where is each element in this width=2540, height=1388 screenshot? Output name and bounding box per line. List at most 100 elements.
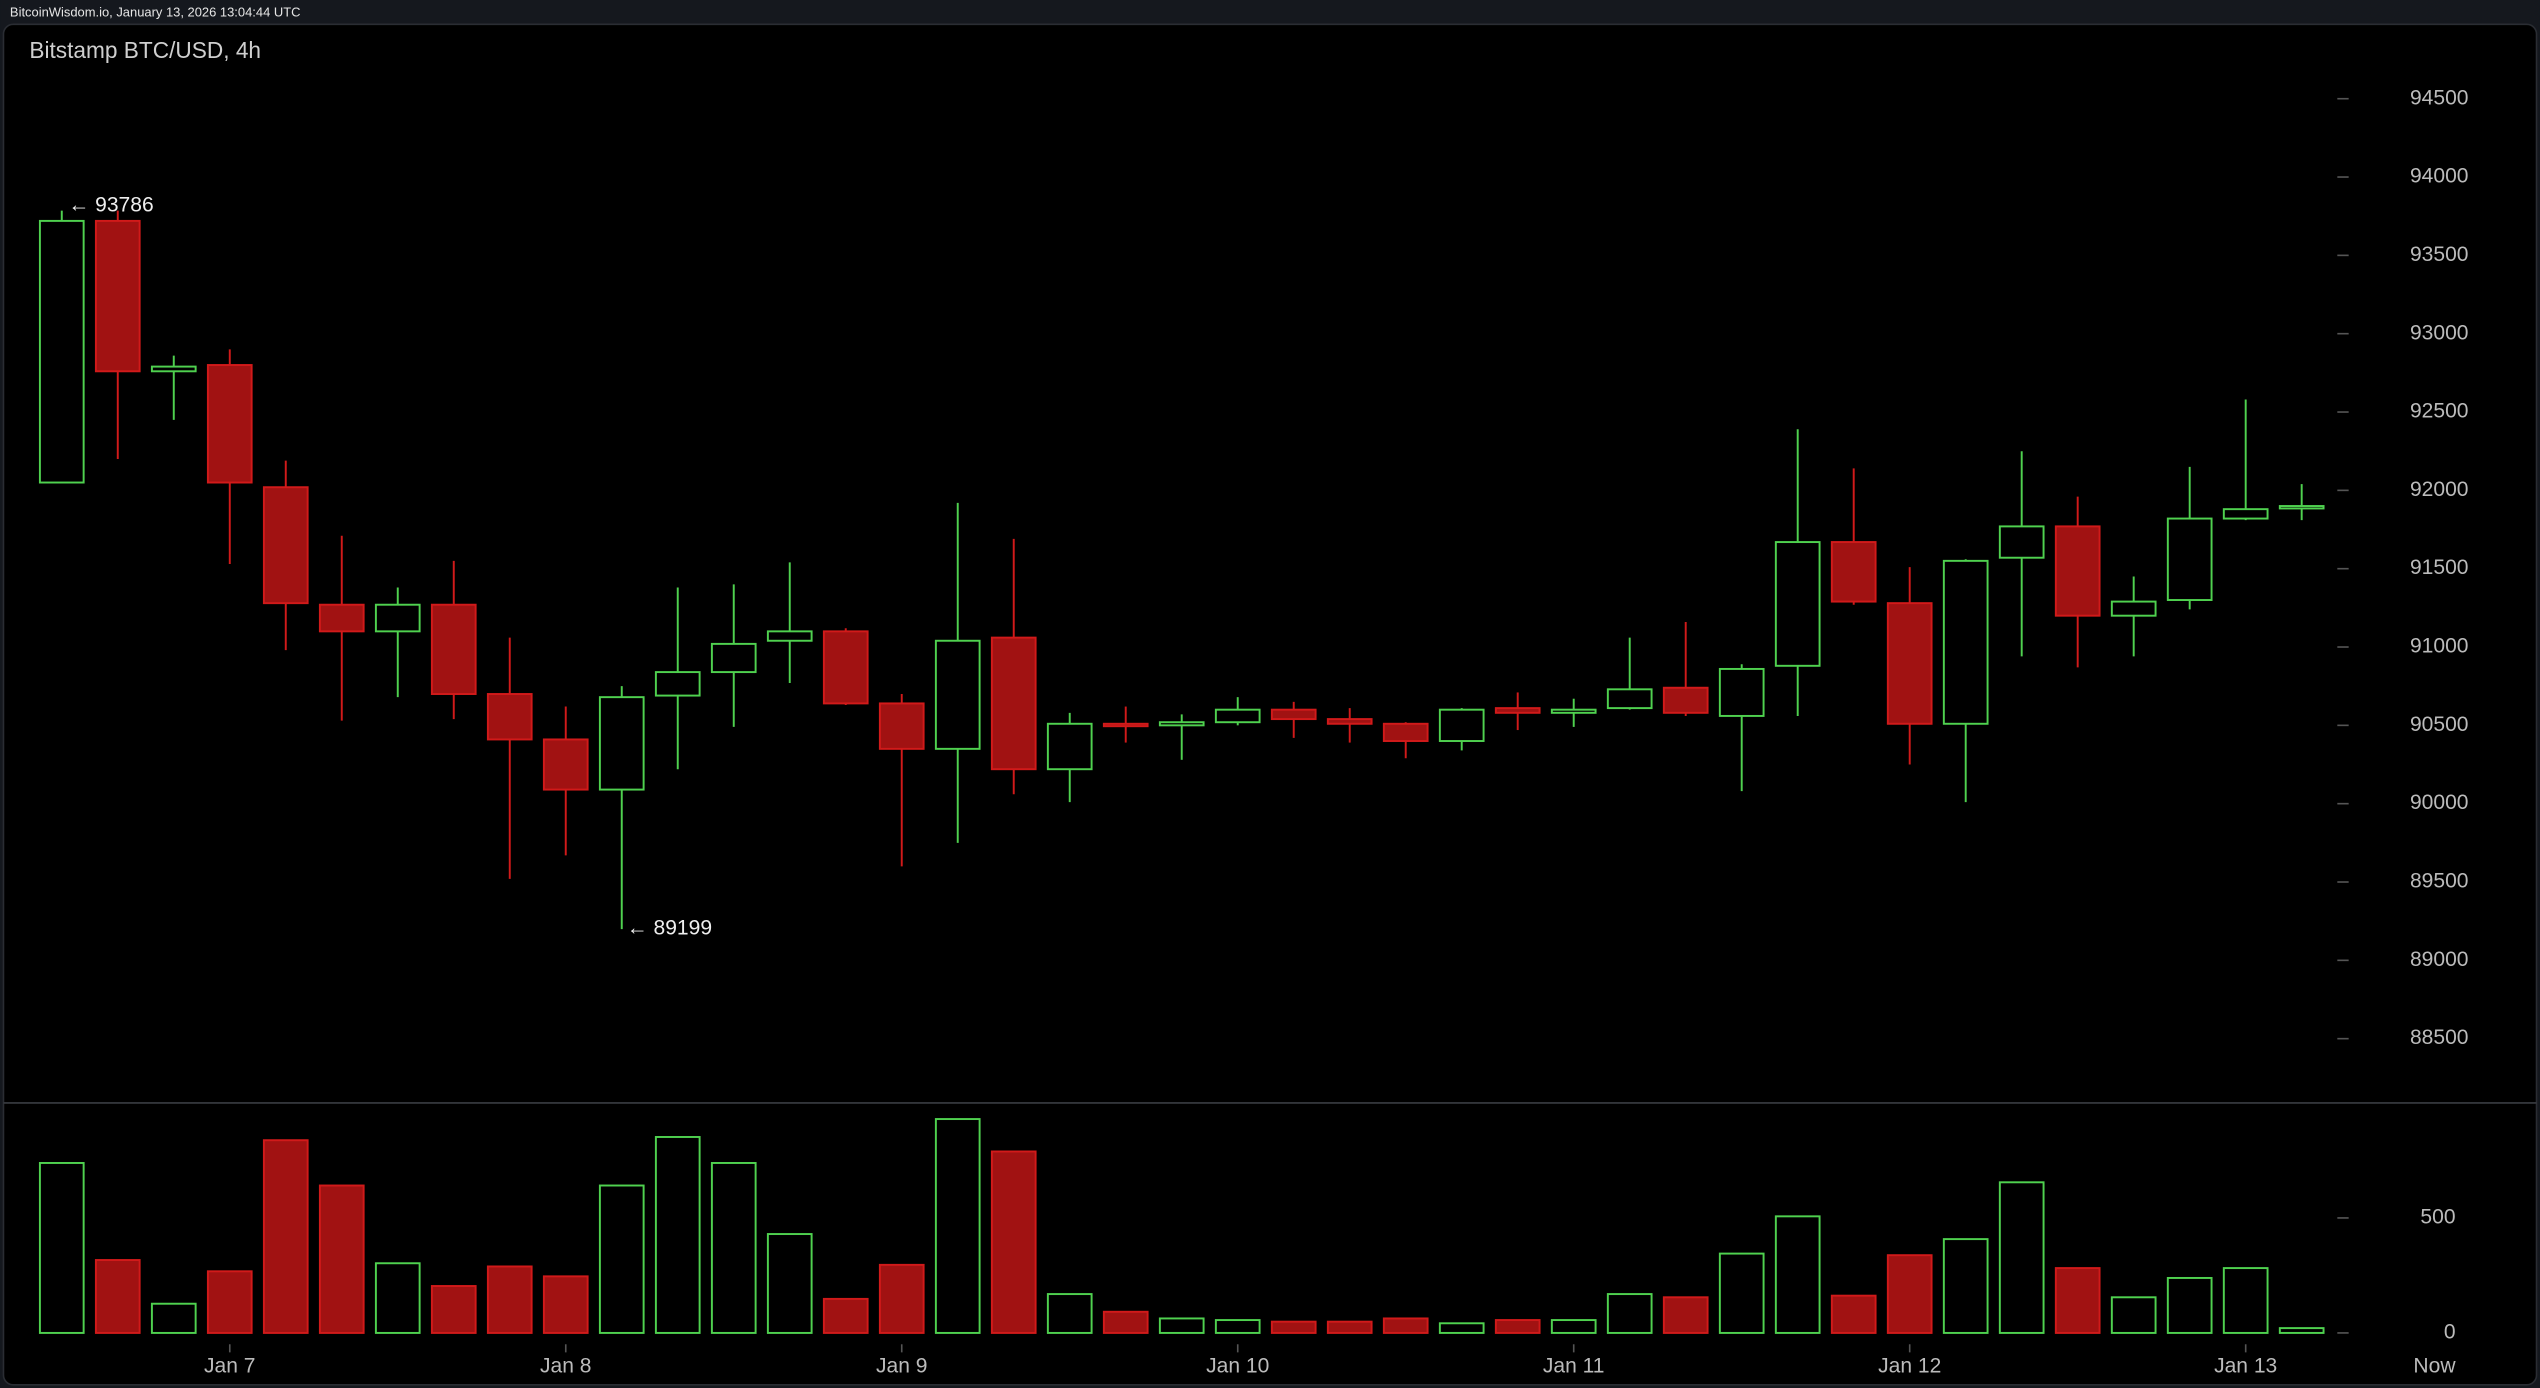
candle-body — [934, 639, 981, 750]
candle-body — [1382, 722, 1429, 742]
volume-bar — [878, 1263, 925, 1334]
y-tick-label: 92000 — [2410, 478, 2469, 501]
volume-bar — [2278, 1327, 2325, 1334]
volume-bar — [38, 1162, 85, 1334]
x-tick-label: Jan 8 — [540, 1355, 592, 1378]
volume-bar — [1998, 1181, 2045, 1334]
candle-body — [542, 738, 589, 791]
volume-bar — [374, 1262, 421, 1334]
candle-body — [1158, 721, 1205, 727]
volume-bar — [1102, 1310, 1149, 1334]
candle-body — [262, 486, 309, 605]
candle-body — [822, 630, 869, 705]
y-tick-label: 93500 — [2410, 243, 2469, 266]
candle-body — [38, 219, 85, 484]
candle-body — [486, 693, 533, 741]
volume-bar — [1550, 1319, 1597, 1334]
volume-bar — [430, 1285, 477, 1334]
candle-body — [1718, 667, 1765, 717]
y-tick-label: 88500 — [2410, 1026, 2469, 1049]
candle-body — [2166, 517, 2213, 601]
volume-bar — [1662, 1296, 1709, 1334]
candle-body — [766, 630, 813, 642]
volume-bar — [1438, 1322, 1485, 1334]
low-annotation: ← 89199 — [627, 917, 712, 940]
volume-bar — [1830, 1294, 1877, 1334]
candle-body — [1550, 708, 1597, 714]
x-tick-label: Jan 12 — [1878, 1355, 1941, 1378]
volume-bar — [654, 1136, 701, 1334]
candle-body — [710, 642, 757, 674]
volume-bar — [1774, 1215, 1821, 1334]
volume-bar — [1270, 1320, 1317, 1334]
volume-bar — [206, 1270, 253, 1334]
candle-body — [1606, 688, 1653, 710]
y-tick-label: 94500 — [2410, 86, 2469, 109]
volume-bar — [318, 1184, 365, 1334]
volume-tick-label: 500 — [2420, 1206, 2455, 1229]
volume-bar — [822, 1297, 869, 1334]
volume-bar — [1886, 1254, 1933, 1334]
high-annotation: ← 93786 — [68, 193, 153, 216]
candle-body — [150, 365, 197, 373]
volume-bar — [94, 1259, 141, 1334]
header: BitcoinWisdom.io, January 13, 2026 13:04… — [10, 4, 301, 19]
volume-bar — [766, 1233, 813, 1334]
candle-body — [1942, 559, 1989, 725]
chart-frame — [2, 23, 2538, 1386]
volume-bar — [2054, 1267, 2101, 1334]
candle-body — [1046, 722, 1093, 771]
x-tick-label: Jan 7 — [204, 1355, 255, 1378]
candle-body — [1214, 708, 1261, 724]
volume-bar — [598, 1184, 645, 1334]
y-tick-label: 90500 — [2410, 713, 2469, 736]
candle-body — [1438, 708, 1485, 742]
candle-body — [1998, 525, 2045, 559]
candle-body — [1270, 708, 1317, 721]
volume-bar — [1382, 1317, 1429, 1334]
volume-bar — [486, 1265, 533, 1334]
candle-body — [598, 696, 645, 791]
y-tick-label: 90000 — [2410, 791, 2469, 814]
y-tick-label: 89500 — [2410, 870, 2469, 893]
volume-tick-label: 0 — [2444, 1320, 2456, 1343]
x-tick-label: Jan 9 — [876, 1355, 928, 1378]
x-tick-label: Jan 13 — [2214, 1355, 2277, 1378]
candle-body — [654, 671, 701, 697]
candle-body — [990, 636, 1037, 771]
x-tick-label: Jan 10 — [1206, 1355, 1269, 1378]
volume-bar — [990, 1150, 1037, 1334]
volume-bar — [2222, 1267, 2269, 1334]
volume-bar — [2166, 1276, 2213, 1334]
candle-body — [878, 702, 925, 750]
volume-bar — [1046, 1293, 1093, 1334]
candle-body — [1886, 602, 1933, 725]
candle-body — [430, 603, 477, 695]
volume-bar — [1214, 1319, 1261, 1334]
candle-body — [318, 603, 365, 633]
candle-body — [1326, 718, 1373, 725]
x-tick-label: Jan 11 — [1543, 1355, 1605, 1378]
y-tick-label: 93000 — [2410, 321, 2469, 344]
volume-bar — [934, 1118, 981, 1334]
volume-bar — [1606, 1293, 1653, 1334]
candle-body — [94, 219, 141, 373]
volume-bar — [1158, 1317, 1205, 1334]
volume-bar — [1326, 1320, 1373, 1334]
candle-body — [1774, 541, 1821, 667]
candle-body — [1494, 707, 1541, 714]
volume-bar — [2110, 1296, 2157, 1334]
candle-body — [206, 364, 253, 484]
candle-body — [1102, 722, 1149, 728]
volume-bar — [262, 1139, 309, 1334]
candle-body — [2054, 525, 2101, 617]
now-label: Now — [2413, 1355, 2456, 1378]
y-tick-label: 91500 — [2410, 556, 2469, 579]
candle-body — [1662, 686, 1709, 714]
volume-bar — [1494, 1319, 1541, 1334]
candle-body — [2222, 508, 2269, 520]
candle-body — [374, 603, 421, 633]
volume-bar — [150, 1302, 197, 1334]
